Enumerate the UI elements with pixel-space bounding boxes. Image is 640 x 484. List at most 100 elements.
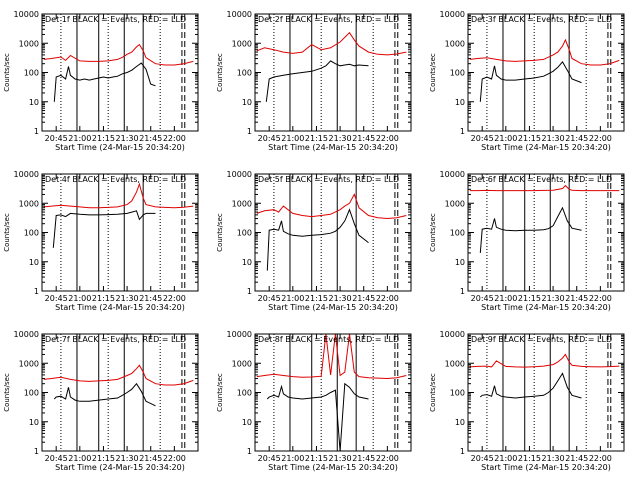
x-tick-label: 21:30 — [329, 294, 352, 303]
y-tick-label: 1000 — [232, 359, 252, 368]
y-tick-label: 100 — [237, 229, 252, 238]
panel-title: Det 4f BLACK = Events, RED = LLD — [45, 175, 186, 184]
y-tick-label: 1 — [34, 287, 39, 296]
panel-det-2f: 1 10 100 1000 10000 20:45 21:00 21:15 21:30 21:45… — [216, 10, 412, 152]
y-tick-label: 1000 — [445, 39, 465, 48]
x-tick-label: 21:00 — [281, 454, 304, 463]
y-tick-label: 10000 — [440, 170, 465, 179]
y-tick-label: 100 — [24, 389, 39, 398]
x-axis-label: Start Time (24-Mar-15 20:34:20) — [55, 463, 185, 472]
y-axis-label: Counts/sec — [3, 53, 11, 92]
x-tick-label: 21:45 — [565, 294, 588, 303]
x-tick-label: 21:45 — [139, 454, 162, 463]
x-tick-label: 22:00 — [589, 294, 612, 303]
x-tick-label: 20:45 — [471, 294, 494, 303]
panel-title: Det 3f BLACK = Events, RED = LLD — [471, 15, 612, 24]
y-axis-label: Counts/sec — [429, 53, 437, 92]
panel-det-3f: 1 10 100 1000 10000 20:45 21:00 21:15 21:30 21:45… — [429, 10, 625, 152]
x-tick-label: 20:45 — [258, 294, 281, 303]
x-tick-label: 22:00 — [163, 454, 186, 463]
x-tick-label: 21:45 — [139, 294, 162, 303]
y-tick-label: 100 — [450, 69, 465, 78]
x-tick-label: 20:45 — [471, 134, 494, 143]
y-tick-label: 1 — [460, 127, 465, 136]
x-tick-label: 21:30 — [116, 454, 139, 463]
y-axis-label: Counts/sec — [3, 213, 11, 252]
x-tick-label: 22:00 — [376, 134, 399, 143]
y-tick-label: 10000 — [440, 330, 465, 339]
series-line-black — [53, 382, 156, 407]
y-tick-label: 1000 — [19, 359, 39, 368]
series-line-black — [479, 61, 582, 102]
x-tick-label: 21:00 — [281, 134, 304, 143]
plot-frame — [254, 13, 412, 132]
y-axis-label: Counts/sec — [429, 213, 437, 252]
y-axis-label: Counts/sec — [216, 53, 224, 92]
plot-frame — [41, 333, 199, 452]
y-tick-label: 1 — [460, 447, 465, 456]
x-tick-label: 21:30 — [329, 454, 352, 463]
x-tick-label: 20:45 — [258, 134, 281, 143]
plot-frame — [467, 13, 625, 132]
series-line-black — [479, 372, 582, 399]
series-line-red — [43, 43, 194, 66]
x-tick-label: 21:30 — [116, 294, 139, 303]
y-tick-label: 100 — [24, 229, 39, 238]
x-tick-label: 21:45 — [139, 134, 162, 143]
series-line-red — [256, 334, 407, 380]
series-line-black — [265, 60, 369, 102]
y-tick-label: 100 — [450, 229, 465, 238]
x-axis-label: Start Time (24-Mar-15 20:34:20) — [268, 303, 398, 312]
x-tick-label: 21:15 — [92, 454, 115, 463]
y-tick-label: 10 — [242, 258, 252, 267]
x-tick-label: 22:00 — [163, 294, 186, 303]
x-tick-label: 20:45 — [45, 454, 68, 463]
panel-title: Det 2f BLACK = Events, RED = LLD — [258, 15, 399, 24]
y-tick-label: 10000 — [14, 330, 39, 339]
y-axis-label: Counts/sec — [429, 373, 437, 412]
x-axis-label: Start Time (24-Mar-15 20:34:20) — [481, 303, 611, 312]
x-tick-label: 21:30 — [329, 134, 352, 143]
plot-frame — [41, 173, 199, 292]
y-tick-label: 100 — [237, 69, 252, 78]
y-tick-label: 1 — [34, 127, 39, 136]
y-tick-label: 1 — [460, 287, 465, 296]
plot-frame — [467, 333, 625, 452]
x-tick-label: 20:45 — [45, 134, 68, 143]
panel-det-7f: 1 10 100 1000 10000 20:45 21:00 21:15 21:30 21:45… — [3, 330, 199, 472]
x-tick-label: 20:45 — [258, 454, 281, 463]
y-axis-label: Counts/sec — [3, 373, 11, 412]
series-line-red — [43, 364, 194, 386]
y-tick-label: 1000 — [445, 359, 465, 368]
y-tick-label: 10000 — [14, 170, 39, 179]
series-line-red — [256, 193, 407, 220]
x-tick-label: 21:15 — [518, 454, 541, 463]
series-line-black — [53, 62, 156, 102]
panel-det-8f: 1 10 100 1000 10000 20:45 21:00 21:15 21:30 21:45… — [216, 330, 412, 472]
plot-frame — [41, 13, 199, 132]
x-tick-label: 21:15 — [305, 134, 328, 143]
x-tick-label: 21:00 — [281, 294, 304, 303]
x-tick-label: 22:00 — [589, 134, 612, 143]
x-axis-label: Start Time (24-Mar-15 20:34:20) — [55, 143, 185, 152]
x-tick-label: 22:00 — [376, 294, 399, 303]
panel-title: Det 8f BLACK = Events, RED = LLD — [258, 335, 399, 344]
series-line-black — [266, 208, 369, 271]
y-tick-label: 10 — [29, 98, 39, 107]
x-tick-label: 21:15 — [305, 454, 328, 463]
panel-title: Det 9f BLACK = Events, RED = LLD — [471, 335, 612, 344]
x-tick-label: 21:30 — [542, 134, 565, 143]
panel-title: Det 5f BLACK = Events, RED = LLD — [258, 175, 399, 184]
x-axis-label: Start Time (24-Mar-15 20:34:20) — [268, 143, 398, 152]
x-tick-label: 21:15 — [305, 294, 328, 303]
x-tick-label: 21:00 — [68, 454, 91, 463]
series-line-red — [256, 31, 407, 56]
y-tick-label: 1000 — [445, 199, 465, 208]
x-tick-label: 21:30 — [116, 134, 139, 143]
series-line-red — [469, 184, 620, 192]
panel-title: Det 7f BLACK = Events, RED = LLD — [45, 335, 186, 344]
y-tick-label: 1 — [247, 287, 252, 296]
panel-title: Det 6f BLACK = Events, RED = LLD — [471, 175, 612, 184]
x-axis-label: Start Time (24-Mar-15 20:34:20) — [481, 143, 611, 152]
